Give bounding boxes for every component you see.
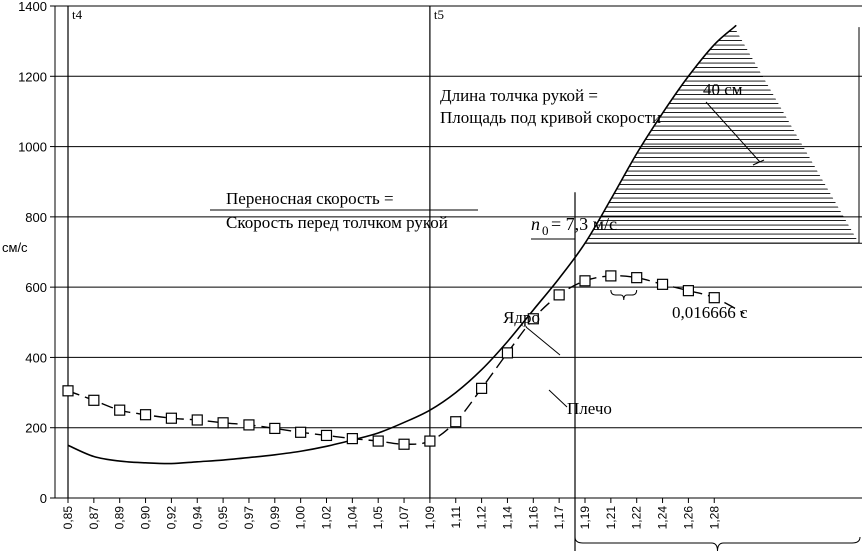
x-tick-labels: 0,85 0,87 0,89 0,90 0,92 0,94 0,95 0,97 0,99 1,00… (61, 498, 721, 529)
x-tick-label: 1,05 (371, 506, 385, 530)
core-leader-line (525, 326, 561, 356)
data-point-shoulder (165, 412, 177, 424)
x-tick-label: 1,02 (320, 506, 334, 530)
x-tick-label: 1,00 (294, 506, 308, 530)
data-point-shoulder (708, 292, 720, 304)
x-tick-label: 0,90 (139, 506, 153, 530)
annotation-v0-subscript: 0 (542, 223, 549, 238)
annotation-v0-value: = 7,3 м/с (551, 214, 617, 234)
x-tick-label: 0,87 (87, 506, 101, 530)
annotation-transfer-line1: Переносная скорость = (226, 189, 394, 208)
y-tick-label: 0 (40, 491, 47, 506)
data-point-shoulder (553, 289, 565, 301)
hatch-lines (585, 27, 859, 244)
annotation-length-line1: Длина толчка рукой = (440, 86, 598, 105)
y-axis-label: см/с (2, 240, 28, 255)
data-point-shoulder (191, 414, 203, 426)
y-tick-label: 1400 (18, 0, 47, 14)
leader-lines (210, 101, 861, 552)
data-point-shoulder (88, 394, 100, 406)
area-leader-tick (752, 159, 765, 166)
annotation-v0-symbol: n (531, 214, 540, 234)
x-tick-label: 1,12 (475, 506, 489, 530)
data-point-shoulder (346, 433, 358, 445)
x-tick-label: 1,11 (449, 506, 463, 529)
data-point-shoulder (295, 426, 307, 438)
data-point-shoulder (476, 382, 488, 394)
data-point-shoulder (217, 417, 229, 429)
data-point-shoulder (605, 270, 617, 282)
data-point-shoulder (114, 404, 126, 416)
annotation-length-line2: Площадь под кривой скорости (440, 108, 661, 127)
series-line-shoulder (67, 275, 745, 445)
x-tick-label: 1,04 (345, 506, 359, 530)
label-core: Ядро (503, 308, 540, 327)
data-point-shoulder (320, 429, 333, 442)
bottom-brace (574, 536, 861, 552)
x-tick-label: 1,09 (423, 506, 437, 530)
annotation-transfer-line2: Скорость перед толчком рукой (226, 213, 448, 232)
data-point-shoulder (631, 272, 643, 284)
label-shoulder: Плечо (567, 399, 612, 418)
x-tick-label: 1,24 (656, 506, 670, 530)
data-point-shoulder (398, 438, 410, 450)
data-point-shoulder (62, 385, 74, 397)
x-tick-label: 0,99 (268, 506, 282, 530)
area-leader-line (705, 101, 761, 163)
area-under-curve-hatching (585, 27, 862, 244)
interval-brace (610, 289, 638, 301)
x-tick-label: 0,94 (190, 506, 204, 530)
data-point-shoulder (682, 285, 695, 297)
x-tick-label: 0,92 (164, 506, 178, 530)
x-tick-label: 1,19 (578, 506, 592, 530)
data-point-shoulder (450, 416, 462, 428)
shoulder-leader-line (548, 389, 568, 408)
x-tick-label: 1,21 (604, 506, 618, 530)
y-tick-label: 400 (25, 350, 47, 365)
horizontal-gridlines (55, 5, 862, 429)
data-point-shoulder (501, 347, 514, 359)
x-tick-label: 1,14 (500, 506, 514, 530)
x-tick-label: 1,22 (630, 506, 644, 530)
x-tick-label: 0,97 (242, 506, 256, 530)
x-tick-label: 1,17 (552, 506, 566, 530)
y-tick-labels: 0 200 400 600 800 1000 1200 1400 (18, 0, 55, 506)
x-tick-label: 1,07 (397, 506, 411, 530)
x-tick-label: 0,85 (61, 506, 75, 530)
annotation-interval: 0,016666 с (672, 303, 748, 322)
axes (54, 6, 862, 499)
data-point-shoulder (139, 409, 152, 421)
data-point-shoulder (527, 313, 539, 325)
data-point-shoulder (579, 275, 591, 287)
series-line-core (67, 24, 737, 465)
x-tick-label: 1,16 (526, 506, 540, 530)
x-tick-label: 1,26 (681, 506, 695, 530)
y-tick-label: 1000 (18, 140, 47, 155)
marker-label-t5: t5 (434, 7, 444, 22)
data-point-shoulder (269, 422, 281, 435)
x-tick-label: 0,95 (216, 506, 230, 530)
y-tick-label: 200 (25, 421, 47, 436)
x-tick-label: 1,28 (707, 506, 721, 530)
series-lines (62, 24, 745, 465)
x-tick-label: 0,89 (113, 506, 127, 530)
annotation-area-value: 40 см (703, 80, 743, 99)
y-tick-label: 800 (25, 210, 47, 225)
annotations: см/с t4 t5 Длина толчка рукой = Площадь … (2, 7, 748, 418)
data-point-shoulder (424, 435, 436, 447)
data-point-shoulder (656, 278, 669, 290)
data-point-shoulder (372, 435, 384, 447)
y-tick-label: 600 (25, 280, 47, 295)
y-tick-label: 1200 (18, 69, 47, 84)
data-point-shoulder (243, 419, 255, 431)
marker-label-t4: t4 (72, 7, 83, 22)
